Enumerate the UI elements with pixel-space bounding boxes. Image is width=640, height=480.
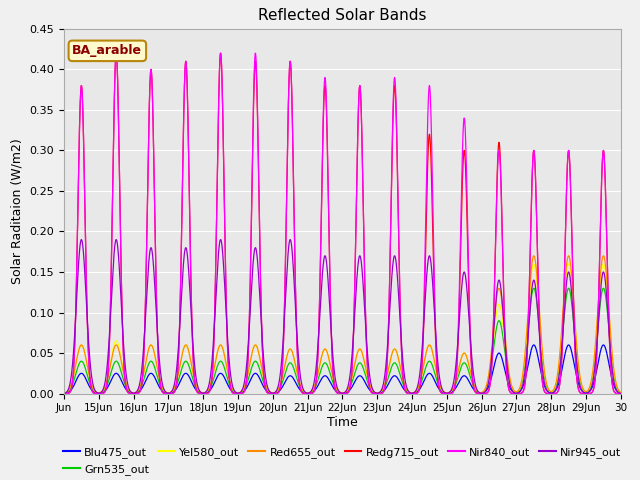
Nir840_out [463,188,471,194]
Blu475_out [499,357,506,362]
Nir840_out [532,187,540,192]
Yel580_out [414,385,422,391]
Blu475_out [174,383,182,389]
Redg715_out [113,50,120,56]
Redg715_out [60,391,68,396]
Redg715_out [499,237,506,242]
Grn535_out [617,390,625,396]
Nir945_out [532,287,540,293]
Yel580_out [617,390,625,396]
Line: Nir840_out: Nir840_out [64,53,621,394]
Nir840_out [60,391,68,396]
Line: Nir945_out: Nir945_out [64,240,621,394]
Red655_out [499,302,506,308]
Grn535_out [532,291,540,297]
Redg715_out [414,390,422,396]
Grn535_out [60,390,68,396]
Red655_out [60,390,68,396]
Red655_out [532,261,540,266]
Redg715_out [463,212,471,218]
Yel580_out [499,316,506,322]
Line: Redg715_out: Redg715_out [64,53,621,394]
Redg715_out [532,187,540,192]
Title: Reflected Solar Bands: Reflected Solar Bands [258,9,427,24]
Nir945_out [414,383,422,388]
Nir840_out [617,391,625,396]
Red655_out [600,253,607,259]
Blu475_out [532,345,540,350]
Grn535_out [611,377,618,383]
Nir945_out [77,237,85,242]
Nir945_out [60,390,68,396]
Yel580_out [532,268,540,274]
Line: Yel580_out: Yel580_out [64,264,621,393]
Nir840_out [611,389,618,395]
Nir840_out [414,389,422,395]
Yel580_out [60,390,68,396]
Nir945_out [174,348,182,354]
Blu475_out [600,342,607,348]
Yel580_out [174,372,182,378]
Red655_out [414,385,422,391]
Nir840_out [174,360,182,366]
Grn535_out [463,363,470,369]
Yel580_out [463,354,470,360]
Blu475_out [611,384,618,390]
Grn535_out [499,329,506,335]
Nir945_out [617,391,625,396]
Nir945_out [499,302,506,308]
Text: BA_arable: BA_arable [72,44,142,57]
Legend: Blu475_out, Grn535_out, Yel580_out, Red655_out, Redg715_out, Nir840_out, Nir945_: Blu475_out, Grn535_out, Yel580_out, Red6… [59,443,626,479]
Blu475_out [414,388,422,394]
Redg715_out [617,391,625,396]
Line: Blu475_out: Blu475_out [64,345,621,394]
Red655_out [611,373,618,379]
Nir840_out [113,50,120,56]
Red655_out [463,354,470,360]
Redg715_out [611,389,618,395]
Grn535_out [414,387,422,393]
Grn535_out [600,285,607,291]
Nir840_out [499,241,506,247]
Yel580_out [611,374,618,380]
Red655_out [617,390,625,396]
Red655_out [174,372,182,378]
Line: Grn535_out: Grn535_out [64,288,621,393]
X-axis label: Time: Time [327,416,358,429]
Line: Red655_out: Red655_out [64,256,621,393]
Yel580_out [600,261,607,267]
Blu475_out [617,390,625,396]
Y-axis label: Solar Raditaion (W/m2): Solar Raditaion (W/m2) [11,138,24,284]
Blu475_out [463,375,470,381]
Nir945_out [463,287,471,293]
Grn535_out [174,379,182,384]
Blu475_out [60,391,68,396]
Nir945_out [611,383,618,388]
Redg715_out [174,360,182,366]
